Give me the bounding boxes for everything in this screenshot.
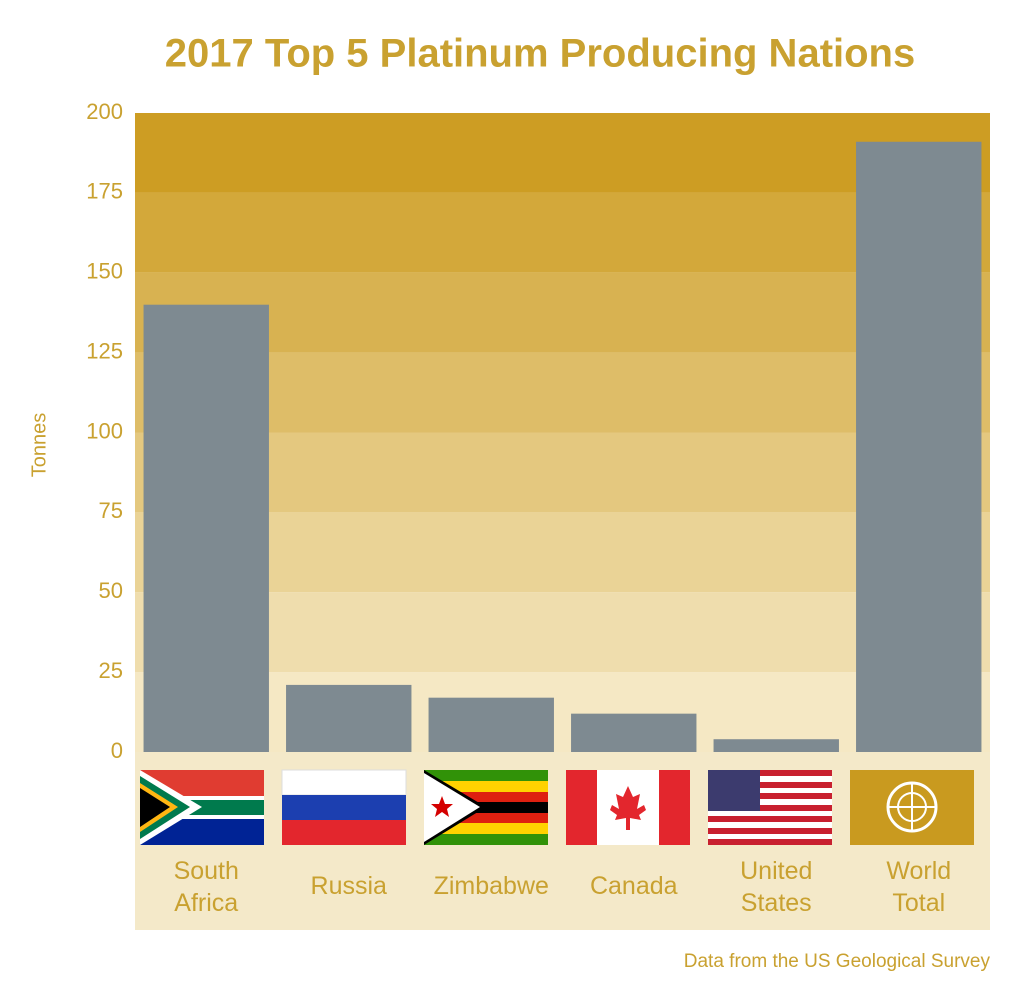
grid-band (135, 432, 990, 513)
flag-russia (281, 769, 407, 845)
grid-band (135, 352, 990, 433)
bar (143, 304, 269, 752)
x-tick-label: Zimbabwe (433, 872, 549, 900)
y-tick-label: 150 (86, 259, 123, 284)
grid-band (135, 113, 990, 193)
y-tick-label: 125 (86, 338, 123, 363)
x-tick-label: Russia (310, 872, 387, 900)
flag-zimbabwe (424, 770, 548, 845)
y-tick-label: 100 (86, 418, 123, 443)
x-tick-label: United States (740, 857, 813, 917)
chart-title: 2017 Top 5 Platinum Producing Nations (165, 32, 916, 76)
bar (713, 739, 839, 752)
source-note: Data from the US Geological Survey (684, 951, 991, 972)
plot-background (135, 113, 990, 752)
flag-panel (135, 752, 990, 930)
y-tick-label: 50 (99, 578, 123, 603)
x-tick-label: World Total (886, 857, 952, 917)
bar (856, 141, 982, 752)
y-tick-label: 0 (111, 738, 123, 763)
bar (286, 684, 412, 752)
y-axis-title: Tonnes (28, 413, 50, 478)
grid-band (135, 272, 990, 353)
y-tick-label: 200 (86, 99, 123, 124)
grid-band (135, 592, 990, 673)
grid-band (135, 512, 990, 593)
flag-south-africa (140, 770, 264, 845)
y-tick-label: 175 (86, 179, 123, 204)
flag-world (850, 770, 974, 845)
flag-canada (566, 770, 690, 845)
x-tick-label: Canada (589, 872, 678, 900)
flag-united-states (708, 770, 832, 845)
grid-band (135, 672, 990, 752)
flags (140, 769, 974, 845)
bar (571, 713, 697, 752)
y-tick-label: 25 (99, 658, 123, 683)
bar (428, 697, 554, 752)
x-tick-label: South Africa (173, 857, 239, 917)
y-tick-label: 75 (99, 498, 123, 523)
grid-band (135, 192, 990, 273)
